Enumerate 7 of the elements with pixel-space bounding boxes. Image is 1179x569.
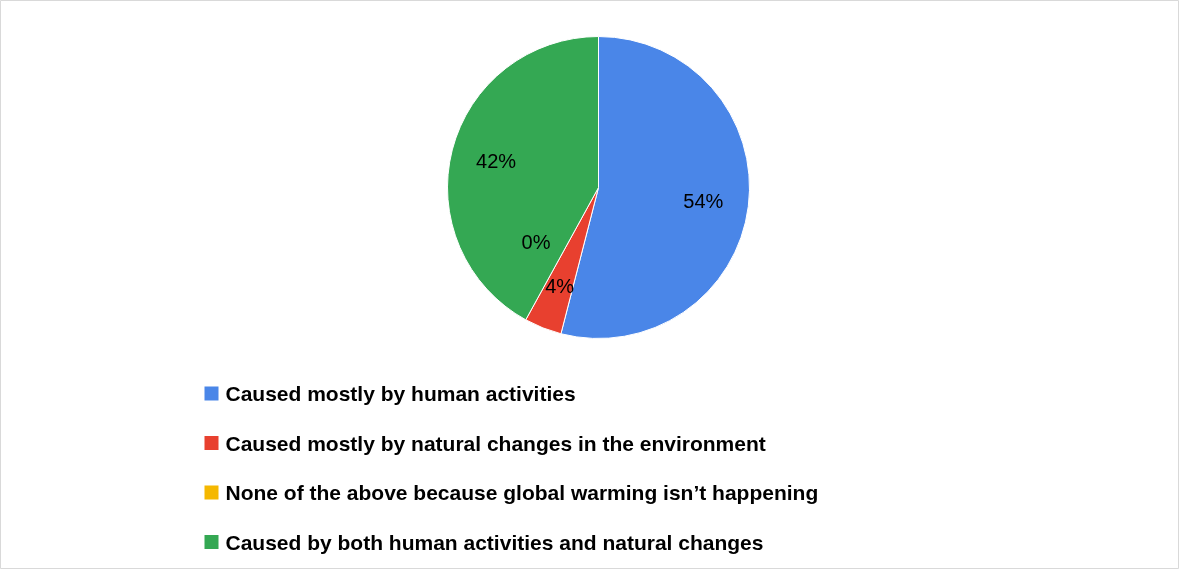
- legend-label: Caused by both human activities and natural changes: [225, 530, 764, 554]
- text: 0%: [521, 231, 551, 254]
- legend-label: Caused mostly by natural changes in the environment: [225, 431, 766, 455]
- data-label: 54%: [683, 189, 724, 212]
- legend-label: None of the above because global warming isn’t happening: [225, 481, 819, 504]
- data-label: 42%: [476, 150, 517, 173]
- legend-label: Caused mostly by human activities: [225, 382, 576, 405]
